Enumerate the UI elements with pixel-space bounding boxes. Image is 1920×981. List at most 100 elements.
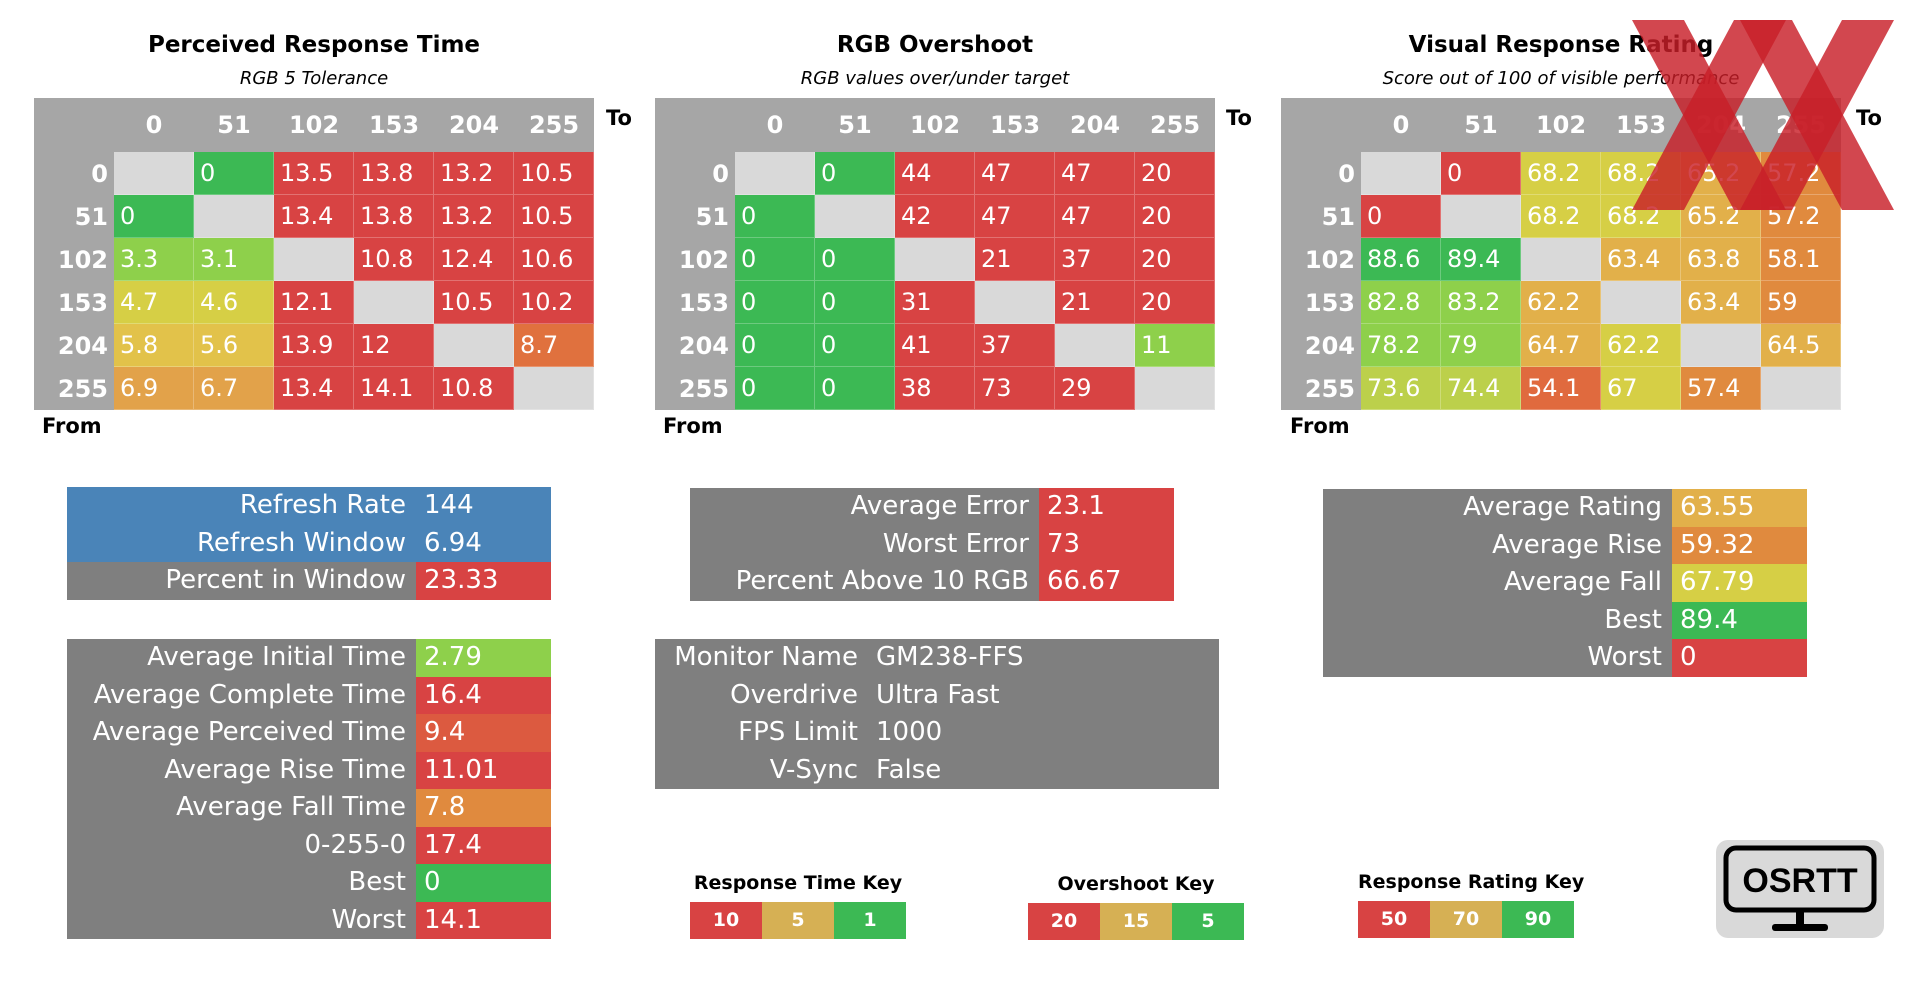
diagonal-cell <box>1521 238 1601 281</box>
key-swatch: 90 <box>1502 901 1574 938</box>
stat-label: Worst Error <box>882 528 1029 559</box>
heatmap-cell: 0 <box>1441 152 1521 195</box>
heatmap-cell: 12 <box>354 324 434 367</box>
stat-value: 6.94 <box>416 524 551 562</box>
heatmap-cell: 13.8 <box>354 152 434 195</box>
col-header: 204 <box>1069 111 1121 139</box>
diagonal-cell <box>1761 367 1841 410</box>
col-header: 102 <box>909 111 961 139</box>
key-swatch: 50 <box>1358 901 1430 938</box>
perceived-title: Perceived Response Time <box>147 32 481 58</box>
heatmap-cell: 13.9 <box>274 324 354 367</box>
heatmap-cell: 0 <box>735 281 815 324</box>
diagonal-cell <box>274 238 354 281</box>
heatmap-cell: 20 <box>1135 152 1215 195</box>
key-swatch: 10 <box>690 902 762 939</box>
heatmap-cell: 6.7 <box>194 367 274 410</box>
heatmap-cell: 47 <box>1055 195 1135 238</box>
overshoot-heatmap: 0 51 102 153 204 255 0 0 44 47 47 20 51 0 42 47 47 20 102 0… <box>655 98 1215 410</box>
diagonal-cell <box>194 195 274 238</box>
row-header: 51 <box>1321 202 1355 231</box>
refresh-stats-table: Refresh Rate 144 Refresh Window 6.94 Percent… <box>67 487 551 600</box>
stat-value: Ultra Fast <box>876 679 1000 710</box>
diagonal-cell <box>1601 281 1681 324</box>
row-header: 255 <box>1304 374 1355 403</box>
response-time-stats-table: Average Initial Time 2.79 Average Complete… <box>67 639 551 939</box>
heatmap-cell: 6.9 <box>114 367 194 410</box>
diagonal-cell <box>975 281 1055 324</box>
row-header: 102 <box>57 245 108 274</box>
stat-value: 67.79 <box>1672 564 1807 602</box>
heatmap-cell: 64.5 <box>1761 324 1841 367</box>
overshoot-to-label: To <box>1226 106 1252 130</box>
stat-label: Refresh Window <box>67 524 416 562</box>
stat-label: Overdrive <box>730 679 858 710</box>
heatmap-cell: 20 <box>1135 238 1215 281</box>
overshoot-key: 20 15 5 <box>1028 903 1244 940</box>
heatmap-cell: 20 <box>1135 195 1215 238</box>
heatmap-cell: 73 <box>975 367 1055 410</box>
heatmap-cell: 63.8 <box>1681 238 1761 281</box>
perceived-heatmap: 0 51 102 153 204 255 0 0 13.5 13.8 13.2 10.5 51 0 13.4… <box>34 98 594 410</box>
row-header: 0 <box>1338 159 1355 188</box>
diagonal-cell <box>514 367 594 410</box>
heatmap-cell: 47 <box>975 152 1055 195</box>
heatmap-cell: 0 <box>735 238 815 281</box>
col-header: 153 <box>368 111 420 139</box>
heatmap-cell: 74.4 <box>1441 367 1521 410</box>
row-header: 0 <box>712 159 729 188</box>
red-x-watermark <box>1632 20 1894 210</box>
stat-value: 9.4 <box>416 714 551 752</box>
heatmap-cell: 0 <box>114 195 194 238</box>
heatmap-cell: 21 <box>975 238 1055 281</box>
heatmap-cell: 0 <box>735 367 815 410</box>
row-header: 102 <box>678 245 729 274</box>
rating-from-label: From <box>1290 414 1350 438</box>
stat-value: 0 <box>416 864 551 902</box>
row-header: 51 <box>74 202 108 231</box>
heatmap-cell: 37 <box>975 324 1055 367</box>
diagonal-cell <box>114 152 194 195</box>
stat-label: Worst <box>1587 642 1662 672</box>
monitor-info-table: Monitor Name GM238-FFS Overdrive Ultra Fast… <box>655 639 1219 789</box>
col-header: 255 <box>528 111 580 139</box>
heatmap-cell: 3.3 <box>114 238 194 281</box>
heatmap-cell: 58.1 <box>1761 238 1841 281</box>
heatmap-cell: 14.1 <box>354 367 434 410</box>
stat-label: Monitor Name <box>674 642 858 672</box>
corner-cell <box>34 98 114 152</box>
stat-label: Average Complete Time <box>93 679 406 710</box>
heatmap-cell: 37 <box>1055 238 1135 281</box>
heatmap-cell: 88.6 <box>1361 238 1441 281</box>
row-header: 153 <box>57 288 108 317</box>
heatmap-cell: 3.1 <box>194 238 274 281</box>
rating-stats-table: Average Rating 63.55 Average Rise 59.32 Aver… <box>1323 489 1807 677</box>
heatmap-cell: 0 <box>1361 195 1441 238</box>
stat-label: Percent in Window <box>67 562 416 600</box>
heatmap-cell: 44 <box>895 152 975 195</box>
row-header: 255 <box>678 374 729 403</box>
heatmap-cell: 83.2 <box>1441 281 1521 324</box>
heatmap-cell: 64.7 <box>1521 324 1601 367</box>
stat-label: FPS Limit <box>738 717 858 747</box>
heatmap-cell: 47 <box>975 195 1055 238</box>
diagonal-cell <box>735 152 815 195</box>
heatmap-cell: 0 <box>815 152 895 195</box>
response-rating-key-title: Response Rating Key <box>1358 871 1585 893</box>
stat-label: Average Rise <box>1492 529 1662 560</box>
row-header: 204 <box>57 331 108 360</box>
diagonal-cell <box>895 238 975 281</box>
heatmap-cell: 47 <box>1055 152 1135 195</box>
heatmap-cell: 57.4 <box>1681 367 1761 410</box>
heatmap-cell: 0 <box>735 195 815 238</box>
heatmap-cell: 21 <box>1055 281 1135 324</box>
stat-label: V-Sync <box>769 754 858 785</box>
heatmap-cell: 13.4 <box>274 367 354 410</box>
monitor-icon: OSRTT <box>1723 845 1877 931</box>
logo-text: OSRTT <box>1742 862 1857 900</box>
stat-value: False <box>876 754 942 785</box>
heatmap-cell: 29 <box>1055 367 1135 410</box>
col-header: 153 <box>989 111 1041 139</box>
row-header: 102 <box>1304 245 1355 274</box>
heatmap-cell: 0 <box>815 324 895 367</box>
